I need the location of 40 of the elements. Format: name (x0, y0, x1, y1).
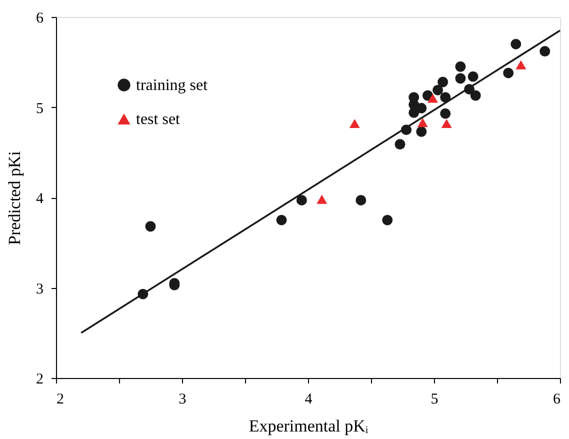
y-tick-label: 6 (36, 10, 44, 26)
point (417, 118, 428, 128)
legend-label: training set (136, 77, 208, 94)
x-tick-label: 6 (553, 392, 561, 408)
point (394, 139, 406, 150)
point (382, 214, 393, 226)
point (540, 46, 550, 57)
point (516, 60, 526, 70)
point (440, 108, 451, 119)
x-tick-label: 4 (304, 392, 313, 408)
y-tick-label: 5 (36, 100, 44, 117)
point (296, 194, 307, 206)
y-axis-title: Predicted pKi (5, 150, 24, 245)
x-tick-label: 5 (430, 392, 438, 408)
point (468, 71, 478, 82)
point (408, 107, 420, 118)
point (276, 214, 287, 226)
legend-label: test set (136, 111, 181, 128)
point (356, 194, 366, 206)
point (432, 84, 444, 96)
point (416, 126, 427, 137)
point (427, 94, 438, 103)
point (455, 73, 466, 84)
y-tick-label: 2 (36, 372, 44, 388)
x-tick-label: 2 (56, 392, 64, 408)
point (441, 118, 452, 128)
point (503, 68, 514, 78)
y-tick-label: 4 (36, 191, 44, 207)
point (145, 221, 156, 232)
x-tick-label: 3 (178, 392, 186, 408)
point (438, 76, 448, 88)
point (316, 194, 328, 204)
point (440, 92, 451, 103)
point (455, 61, 466, 72)
y-tick-label: 3 (36, 281, 44, 298)
point (470, 90, 481, 101)
point (510, 38, 522, 50)
x-axis-title: Experimental pKᵢ (248, 416, 368, 436)
point (349, 118, 360, 128)
point (416, 102, 427, 114)
